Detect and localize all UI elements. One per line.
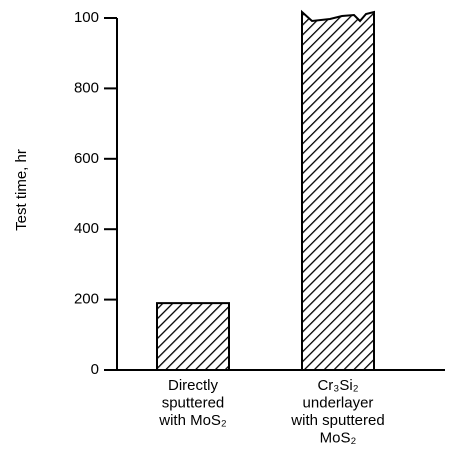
x-tick-label: Cr₃Si₂ — [317, 377, 358, 394]
x-tick-label: Directly — [168, 377, 219, 394]
x-tick-label: underlayer — [303, 394, 374, 411]
y-tick-label: 0 — [91, 361, 99, 378]
y-tick-label: 400 — [74, 220, 99, 237]
x-tick-label: sputtered — [162, 394, 225, 411]
y-tick-label: 600 — [74, 150, 99, 167]
bar — [156, 302, 230, 371]
y-tick-label: 800 — [74, 79, 99, 96]
y-tick-label: 100 — [74, 9, 99, 26]
bar — [301, 9, 375, 371]
y-tick-label: 200 — [74, 291, 99, 308]
x-tick-label: with sputtered — [290, 412, 384, 429]
y-axis-label: Test time, hr — [13, 149, 30, 231]
x-tick-label: with MoS₂ — [158, 412, 227, 429]
x-tick-label: MoS₂ — [320, 429, 357, 446]
